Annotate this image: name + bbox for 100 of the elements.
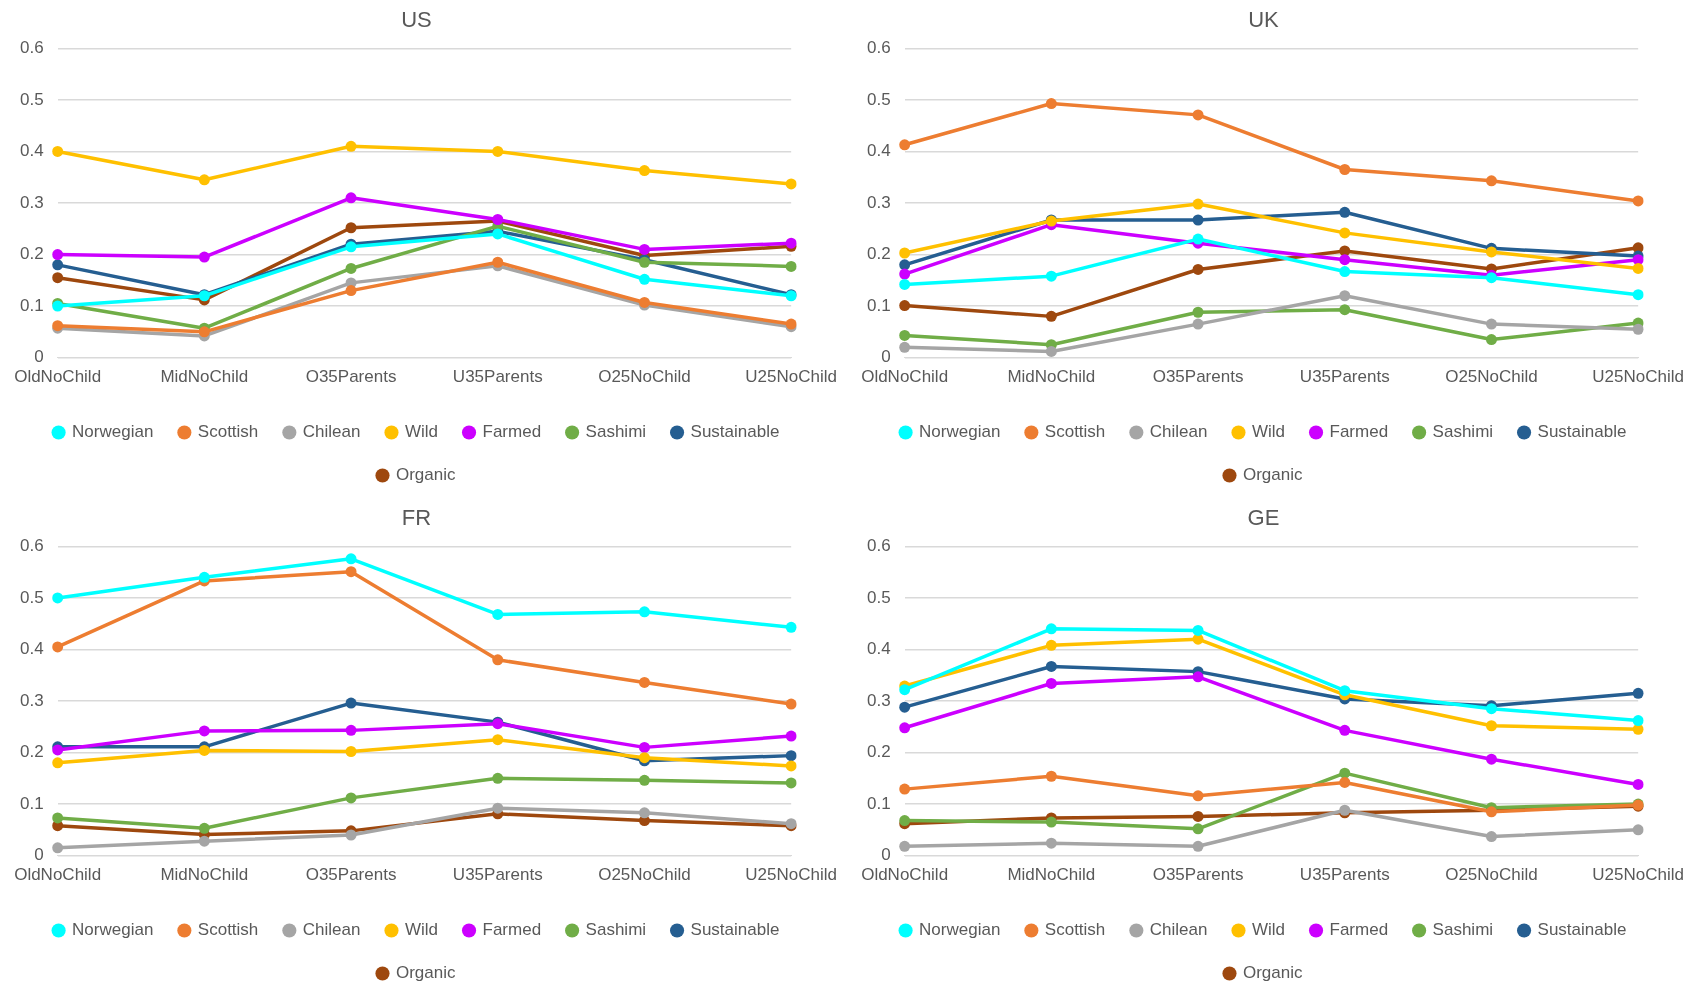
point (899, 341, 911, 353)
point (345, 553, 357, 565)
point (198, 174, 210, 186)
x-tick-label: MidNoChild (160, 865, 249, 885)
point (52, 249, 64, 261)
point (345, 792, 357, 804)
point (1485, 246, 1497, 258)
point (492, 608, 504, 620)
y-tick-label: 0.2 (19, 742, 44, 762)
y-tick-label: 0.4 (866, 639, 891, 659)
x-tick-label: U25NoChild (1592, 865, 1685, 885)
point (345, 140, 357, 152)
point (1485, 175, 1497, 187)
point (52, 145, 64, 157)
legend-label: Sustainable (1537, 422, 1627, 442)
legend-label: Wild (404, 920, 439, 940)
point (52, 757, 64, 769)
point (345, 192, 357, 204)
x-tick-label: MidNoChild (160, 367, 249, 387)
legend-label: Farmed (1329, 422, 1389, 442)
legend-label: Chilean (302, 920, 361, 940)
point (1339, 266, 1351, 278)
point (1192, 671, 1204, 683)
point (1485, 720, 1497, 732)
point (1045, 345, 1057, 357)
x-tick-label: O35Parents (305, 367, 397, 387)
point (638, 807, 650, 819)
legend-label: Farmed (482, 920, 542, 940)
point (1192, 109, 1204, 121)
legend-label: Norwegian (72, 920, 154, 940)
point (198, 326, 210, 338)
point (345, 697, 357, 709)
legend-label: Chilean (1149, 422, 1208, 442)
x-tick-label: U25NoChild (1592, 367, 1685, 387)
legend-label: Sashimi (1432, 422, 1494, 442)
point (492, 772, 504, 784)
legend-label: Sashimi (585, 920, 647, 940)
point (1632, 715, 1644, 727)
point (785, 698, 797, 710)
point (899, 300, 911, 312)
point (785, 777, 797, 789)
y-tick-label: 0.1 (19, 793, 44, 813)
y-tick-label: 0.6 (866, 536, 891, 556)
y-tick-label: 0.3 (866, 192, 891, 212)
legend-label: Sustainable (690, 422, 780, 442)
point (1045, 270, 1057, 282)
point (638, 273, 650, 285)
legend-label: Chilean (1149, 920, 1208, 940)
point (492, 145, 504, 157)
point (785, 760, 797, 772)
point (1339, 206, 1351, 218)
legend-label: Sashimi (585, 422, 647, 442)
y-tick-label: 0 (881, 347, 891, 367)
point (1339, 164, 1351, 175)
point (345, 285, 357, 297)
point (1192, 624, 1204, 636)
point (899, 139, 911, 151)
legend-label: Wild (1251, 920, 1286, 940)
point (1485, 831, 1497, 843)
point (1632, 687, 1644, 699)
y-tick-label: 0 (34, 347, 44, 367)
point (785, 750, 797, 762)
point (899, 701, 911, 713)
point (52, 259, 64, 271)
point (638, 243, 650, 255)
y-tick-label: 0.4 (19, 639, 44, 659)
point (899, 268, 911, 280)
x-tick-label: OldNoChild (861, 367, 949, 387)
point (198, 571, 210, 583)
point (899, 722, 911, 734)
point (899, 684, 911, 696)
legend-label: Chilean (302, 422, 361, 442)
point (1632, 824, 1644, 836)
legend-label: Organic (395, 465, 457, 485)
point (198, 725, 210, 737)
point (1339, 767, 1351, 779)
legend-label: Organic (1242, 465, 1304, 485)
point (1485, 753, 1497, 765)
point (345, 262, 357, 274)
y-tick-label: 0.2 (866, 742, 891, 762)
x-tick-label: OldNoChild (861, 865, 949, 885)
point (1192, 263, 1204, 275)
point (1192, 840, 1204, 852)
legend-label: Organic (1242, 963, 1304, 983)
point (345, 222, 357, 234)
legend-label: Norwegian (72, 422, 154, 442)
y-tick-label: 0 (34, 845, 44, 865)
legend-label: Norwegian (919, 920, 1001, 940)
point (1632, 289, 1644, 301)
point (1192, 810, 1204, 822)
point (52, 592, 64, 604)
legend-label: Scottish (1044, 920, 1106, 940)
point (52, 842, 64, 854)
point (1045, 770, 1057, 782)
point (198, 251, 210, 263)
point (899, 329, 911, 341)
x-tick-label: U35Parents (1299, 367, 1390, 387)
chart-title: FR (401, 505, 432, 531)
x-tick-label: U35Parents (452, 865, 543, 885)
x-tick-label: O35Parents (305, 865, 397, 885)
